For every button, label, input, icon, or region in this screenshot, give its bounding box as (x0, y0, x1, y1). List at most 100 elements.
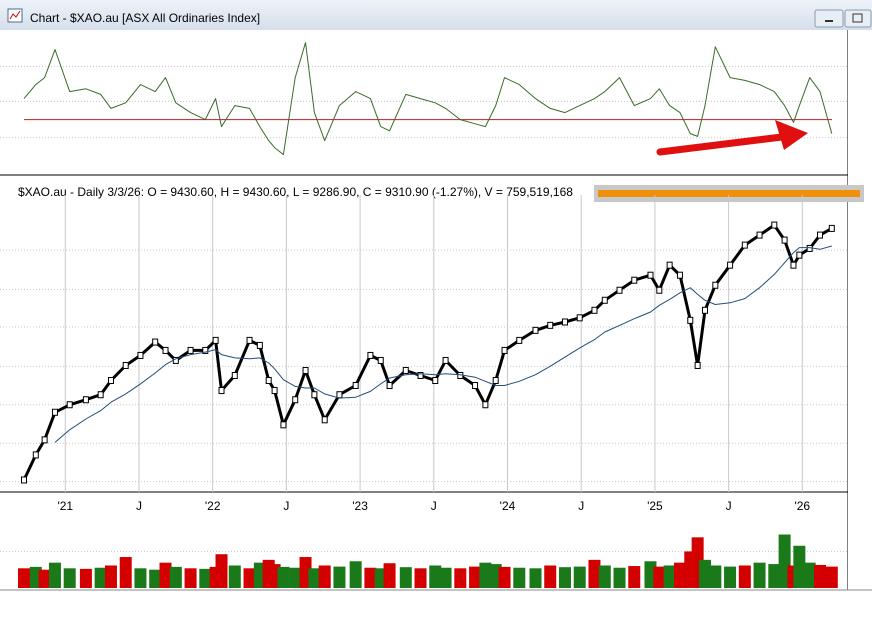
volume-bar (558, 567, 571, 588)
x-tick-label: J (431, 499, 437, 513)
x-tick-label: '25 (647, 499, 663, 513)
volume-bar (573, 566, 586, 588)
chart-area (0, 30, 848, 590)
volume-bar (813, 564, 826, 588)
price-bar (231, 371, 238, 379)
volume-bar (134, 568, 147, 588)
volume-bar (18, 568, 30, 588)
volume-bar (215, 554, 228, 588)
minimize-button[interactable] (814, 9, 844, 28)
x-tick-label: '23 (352, 499, 368, 513)
volume-bar (289, 567, 302, 588)
volume-bar (825, 566, 838, 588)
volume-bar (709, 565, 722, 588)
price-bar (482, 401, 489, 409)
volume-bar (38, 569, 51, 588)
volume-bar (699, 559, 712, 588)
price-bar (280, 421, 287, 429)
volume-bar (498, 566, 511, 588)
volume-bar (724, 566, 737, 588)
price-bar (265, 377, 272, 385)
restore-glyph (852, 13, 863, 23)
price-bar (271, 387, 278, 395)
restore-button[interactable] (844, 9, 872, 28)
volume-bar (199, 568, 212, 588)
x-tick-label: '26 (794, 499, 810, 513)
volume-bar (333, 566, 346, 588)
price-bar (321, 416, 328, 424)
volume-bar (149, 569, 162, 588)
x-tick-label: '22 (205, 499, 221, 513)
price-bar (302, 366, 309, 374)
volume-bar (228, 565, 241, 588)
price-bar (292, 396, 299, 404)
x-tick-label: '24 (500, 499, 516, 513)
price-bar (137, 351, 144, 359)
price-bar (21, 476, 27, 484)
volume-bar (104, 565, 117, 588)
price-bar (32, 451, 39, 459)
price-bar (386, 382, 393, 390)
window-title: Chart - $XAO.au [ASX All Ordinaries Inde… (30, 11, 260, 25)
volume-bar (613, 567, 626, 588)
price-bar (162, 346, 169, 354)
volume-bar (469, 566, 482, 588)
volume-bar (184, 568, 197, 588)
volume-bar (349, 561, 362, 588)
price-bar (694, 361, 701, 369)
price-bar (601, 296, 608, 304)
price-bar (367, 351, 374, 359)
volume-bar (793, 545, 806, 588)
price-bar (576, 314, 583, 322)
price-bar (616, 286, 623, 294)
series-line (23, 42, 833, 156)
volume-bar (753, 562, 766, 588)
price-bar (806, 244, 813, 252)
price-bar (492, 377, 499, 385)
price-bar (352, 382, 359, 390)
volume-bar (439, 567, 452, 588)
volume-bar (79, 568, 92, 588)
ohlc-header: $XAO.au - Daily 3/3/26: O = 9430.60, H =… (18, 185, 573, 199)
volume-bar (243, 568, 256, 588)
price-bar (256, 341, 263, 349)
price-bar (816, 231, 823, 239)
price-bar (107, 377, 114, 385)
price-bar (631, 276, 638, 284)
volume-bar (479, 562, 492, 588)
price-bar (187, 346, 194, 354)
x-tick-label: J (136, 499, 142, 513)
volume-bar (673, 562, 686, 588)
price-bar (122, 361, 129, 369)
volume-bar (308, 568, 321, 588)
price-bar (66, 401, 73, 409)
volume-bar (768, 564, 781, 588)
series-line (54, 245, 832, 443)
price-bar (532, 326, 539, 334)
volume-bar (119, 557, 132, 588)
price-bar (656, 286, 663, 294)
annotation-arrow-head (775, 120, 808, 150)
volume-bar (588, 559, 601, 588)
volume-bar (383, 563, 396, 588)
price-bar (781, 236, 788, 244)
price-bar (417, 371, 424, 379)
volume-bar (277, 566, 290, 588)
price-bar (202, 346, 209, 354)
volume-bar (63, 568, 76, 588)
x-tick-label: J (726, 499, 732, 513)
volume-bar (364, 567, 377, 588)
price-bar (501, 346, 508, 354)
price-bar (666, 261, 673, 269)
price-bar (756, 231, 763, 239)
volume-bar (529, 568, 542, 588)
price-bar (51, 408, 58, 416)
volume-bar (738, 565, 751, 588)
annotation-arrow (656, 132, 794, 156)
right-margin (848, 30, 872, 614)
price-bar (796, 251, 803, 259)
price-bar (432, 377, 439, 385)
price-bar (246, 336, 253, 344)
